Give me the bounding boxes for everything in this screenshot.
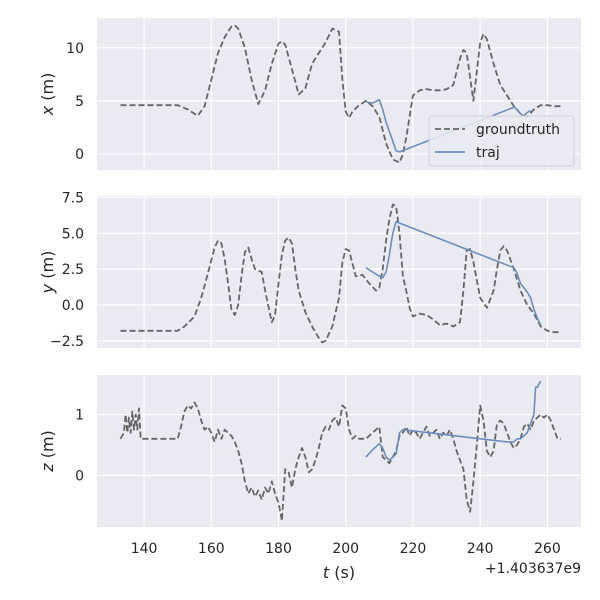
plot-area (97, 196, 581, 348)
series-line-groundtruth (120, 24, 561, 164)
y-tick-label: 10 (66, 41, 84, 57)
y-tick-label: −2.5 (50, 334, 84, 350)
x-axis-offset-text: +1.403637e9 (485, 561, 581, 577)
legend-label: traj (476, 145, 500, 161)
series-line-groundtruth (119, 401, 561, 522)
subplot-z: 0 1 z (m) 140 160 180 200 220 240 260 (38, 375, 581, 557)
plot-area (97, 375, 581, 527)
x-tick-label: 140 (131, 541, 158, 557)
x-tick-label: 260 (534, 541, 561, 557)
y-tick-label: 5 (75, 94, 84, 110)
x-tick-label: 180 (265, 541, 292, 557)
y-tick-label: 0 (75, 468, 84, 484)
series-line-traj (365, 221, 542, 326)
subplot-x: 0 5 10 x (m) groundtruth traj (38, 18, 581, 170)
subplot-y: −2.5 0.0 2.5 5.0 7.5 y (m) (38, 190, 581, 350)
y-axis-label: z (m) (38, 430, 57, 473)
y-axis-label: y (m) (38, 251, 57, 295)
y-tick-label: 1 (75, 408, 84, 424)
x-tick-label: 200 (332, 541, 359, 557)
y-tick-label: 5.0 (62, 226, 84, 242)
x-axis-label: t (s) (323, 563, 355, 582)
y-tick-label: 2.5 (62, 262, 84, 278)
x-tick-label: 220 (400, 541, 427, 557)
y-tick-label: 7.5 (62, 190, 84, 206)
legend-label: groundtruth (476, 122, 560, 138)
y-tick-label: 0.0 (62, 298, 84, 314)
y-axis-label: x (m) (38, 73, 57, 117)
series-line-traj (365, 99, 532, 153)
x-tick-label: 160 (198, 541, 225, 557)
series-line-traj (365, 380, 542, 461)
legend: groundtruth traj (428, 115, 575, 167)
legend-box (428, 115, 575, 167)
x-tick-label: 240 (467, 541, 494, 557)
y-tick-label: 0 (75, 147, 84, 163)
series-line-groundtruth (120, 203, 561, 344)
